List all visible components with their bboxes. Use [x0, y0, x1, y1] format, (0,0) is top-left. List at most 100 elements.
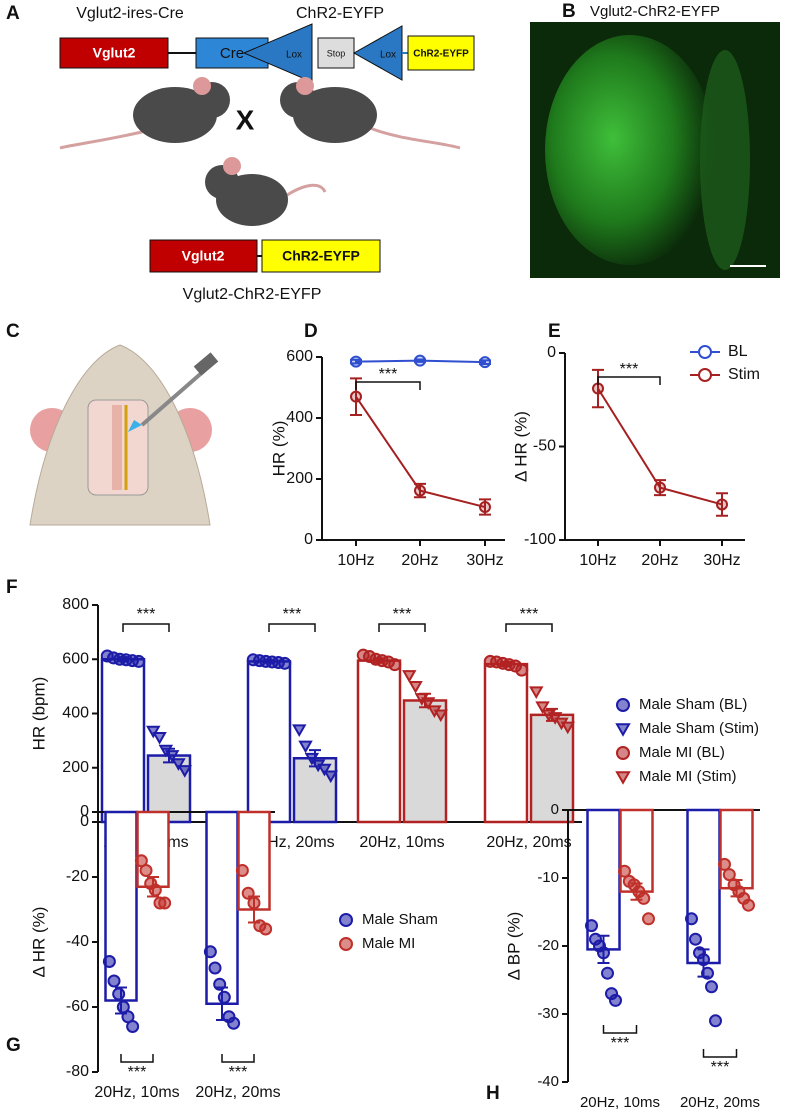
y-axis-label: Δ HR (%) [29, 907, 48, 978]
y-tick-label: -10 [537, 869, 559, 886]
data-point [388, 658, 402, 672]
label: Vglut2-ChR2-EYFP [183, 286, 322, 303]
error-bar [716, 492, 728, 517]
x-tick-label: 20Hz, 20ms [195, 1084, 280, 1101]
legend-marker [339, 913, 353, 927]
panel-a: A Vglut2-ires-Cre ChR2-EYFP Vglut2 Cre L… [6, 3, 475, 303]
legend-label: Male MI [362, 935, 415, 952]
error-bar [373, 657, 385, 664]
micrograph-tissue [545, 35, 715, 265]
x-tick-label: 30Hz [466, 552, 503, 569]
data-point [177, 765, 192, 778]
significance-label: *** [711, 1059, 730, 1076]
x-tick-label: 20Hz, 10ms [94, 1084, 179, 1101]
y-tick-label: 600 [286, 348, 313, 365]
label: Vglut2 [182, 248, 225, 264]
significance-label: *** [229, 1064, 248, 1081]
legend-label: Male MI (Stim) [639, 768, 737, 785]
error-bar [309, 749, 321, 768]
data-point [148, 883, 162, 897]
legend-marker [615, 723, 631, 737]
y-tick-label: 0 [547, 344, 556, 361]
significance-label: *** [393, 606, 412, 623]
panel-letter: C [6, 321, 20, 342]
y-axis-label: HR (bpm) [29, 677, 48, 751]
data-point [654, 481, 666, 494]
data-point [529, 686, 544, 700]
data-point [689, 932, 702, 946]
data-point [709, 1014, 722, 1028]
legend-label: Male Sham (Stim) [639, 720, 759, 737]
data-point [323, 770, 338, 784]
data-point [208, 961, 222, 975]
data-point [350, 390, 362, 403]
panel-letter: H [486, 1083, 500, 1104]
bar [586, 808, 621, 951]
bar [483, 662, 529, 824]
x-tick-label: 10Hz [579, 552, 616, 569]
significance-label: *** [128, 1064, 147, 1081]
panel-c: C [6, 321, 219, 526]
panel-letter: F [6, 577, 18, 598]
error-bar [419, 692, 431, 709]
significance-bracket [597, 376, 661, 385]
legend-marker [698, 345, 712, 359]
error-bar [730, 879, 743, 898]
y-tick-label: 200 [62, 759, 89, 776]
cross-symbol: X [236, 104, 255, 135]
error-bar [546, 707, 558, 722]
y-tick-label: 0 [304, 531, 313, 548]
data-point [742, 898, 755, 912]
x-tick-label: 20Hz, 20ms [486, 834, 571, 851]
data-point [560, 721, 575, 735]
data-point [298, 740, 313, 754]
error-bar [500, 660, 512, 668]
mouse [205, 157, 327, 226]
fiber-connector [193, 352, 219, 376]
y-tick-label: -20 [537, 937, 559, 954]
legend-marker [698, 368, 712, 382]
x-tick-label: 20Hz [401, 552, 438, 569]
data-point [292, 724, 307, 738]
data-point [278, 656, 292, 670]
significance-bracket [505, 623, 553, 632]
data-point [479, 501, 491, 514]
y-tick-label: 800 [62, 596, 89, 613]
label: Vglut2-ires-Cre [76, 5, 184, 22]
y-tick-label: -50 [533, 438, 556, 455]
data-point [685, 912, 698, 926]
y-tick-label: -60 [66, 998, 89, 1015]
data-point [158, 896, 172, 910]
data-point [637, 891, 651, 905]
data-point [107, 974, 121, 988]
x-tick-label: 20Hz, 20ms [680, 1094, 760, 1111]
error-bar [216, 986, 228, 1021]
y-tick-label: -20 [66, 868, 89, 885]
trachea [112, 405, 122, 490]
mouse [59, 77, 230, 150]
y-axis-label: Δ HR (%) [511, 411, 530, 482]
image-title: Vglut2-ChR2-EYFP [590, 3, 720, 20]
light-beam [128, 420, 142, 432]
data-point [132, 654, 146, 668]
y-tick-label: -100 [524, 531, 556, 548]
data-point [535, 701, 550, 714]
y-tick-label: 400 [286, 409, 313, 426]
data-point [203, 945, 217, 959]
data-point [126, 1020, 140, 1033]
data-point [259, 922, 273, 936]
legend-marker [616, 698, 630, 712]
legend-label: BL [728, 343, 748, 360]
data-point [718, 857, 731, 871]
legend-marker [339, 937, 353, 951]
y-tick-label: 200 [286, 470, 313, 487]
data-point [479, 356, 491, 369]
gene-box [407, 35, 475, 71]
panel-letter: A [6, 3, 20, 24]
data-point [585, 919, 598, 933]
x-tick-label: 30Hz [703, 552, 740, 569]
bar [246, 660, 292, 824]
bar [205, 810, 239, 1005]
data-point [592, 382, 604, 395]
